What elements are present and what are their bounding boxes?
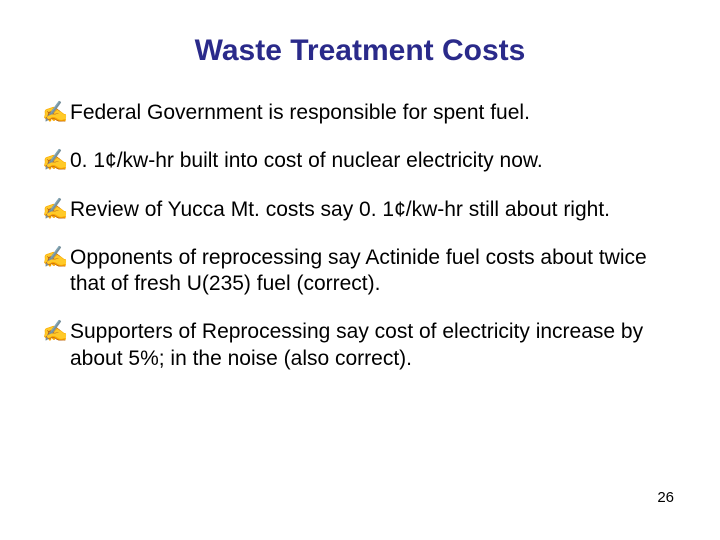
list-item: ✍ Opponents of reprocessing say Actinide… — [42, 245, 678, 298]
bullet-text: 0. 1¢/kw-hr built into cost of nuclear e… — [70, 149, 543, 172]
bullet-text: Opponents of reprocessing say Actinide f… — [70, 246, 647, 295]
bullet-icon: ✍ — [42, 319, 68, 345]
list-item: ✍ 0. 1¢/kw-hr built into cost of nuclear… — [42, 148, 678, 174]
bullet-icon: ✍ — [42, 148, 68, 174]
bullet-text: Supporters of Reprocessing say cost of e… — [70, 320, 643, 369]
list-item: ✍ Federal Government is responsible for … — [42, 100, 678, 126]
bullet-icon: ✍ — [42, 245, 68, 271]
bullet-text: Federal Government is responsible for sp… — [70, 101, 530, 124]
bullet-text: Review of Yucca Mt. costs say 0. 1¢/kw-h… — [70, 198, 610, 221]
slide-title: Waste Treatment Costs — [42, 34, 678, 68]
bullet-icon: ✍ — [42, 100, 68, 126]
page-number: 26 — [657, 489, 674, 506]
list-item: ✍ Review of Yucca Mt. costs say 0. 1¢/kw… — [42, 197, 678, 223]
slide: Waste Treatment Costs ✍ Federal Governme… — [0, 0, 720, 540]
bullet-list: ✍ Federal Government is responsible for … — [42, 100, 678, 372]
list-item: ✍ Supporters of Reprocessing say cost of… — [42, 319, 678, 372]
bullet-icon: ✍ — [42, 197, 68, 223]
